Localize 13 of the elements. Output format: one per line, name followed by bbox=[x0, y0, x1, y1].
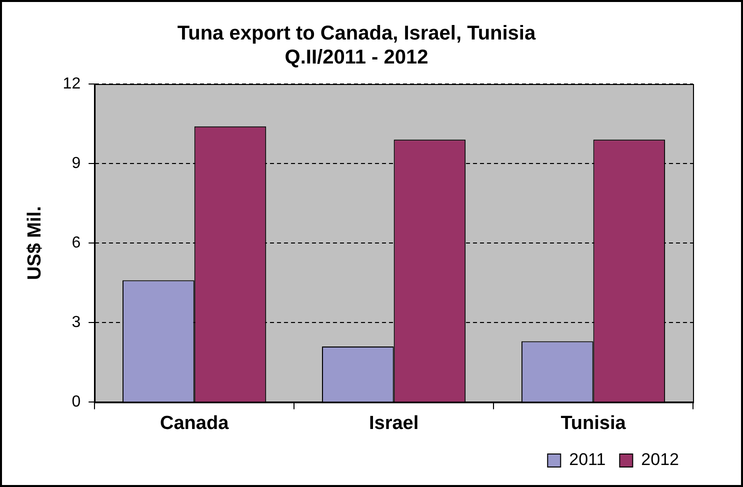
y-tick-label: 3 bbox=[72, 314, 81, 332]
y-tick-label: 6 bbox=[72, 234, 81, 252]
legend-label: 2011 bbox=[569, 450, 606, 470]
x-tick-label: Tunisia bbox=[560, 412, 626, 434]
text: Q.II/2011 - 2012 bbox=[284, 46, 428, 69]
y-axis-title: US$ Mil. bbox=[24, 206, 46, 280]
y-tick-label: 12 bbox=[62, 75, 81, 92]
x-tick-label: Canada bbox=[160, 412, 230, 434]
legend-label: 2012 bbox=[641, 450, 680, 470]
y-tick-label: 9 bbox=[72, 154, 81, 172]
text: Tuna export to Canada, Israel, Tunisia bbox=[177, 22, 536, 45]
x-tick-label: Israel bbox=[368, 412, 419, 434]
y-tick-label: 0 bbox=[72, 394, 81, 411]
